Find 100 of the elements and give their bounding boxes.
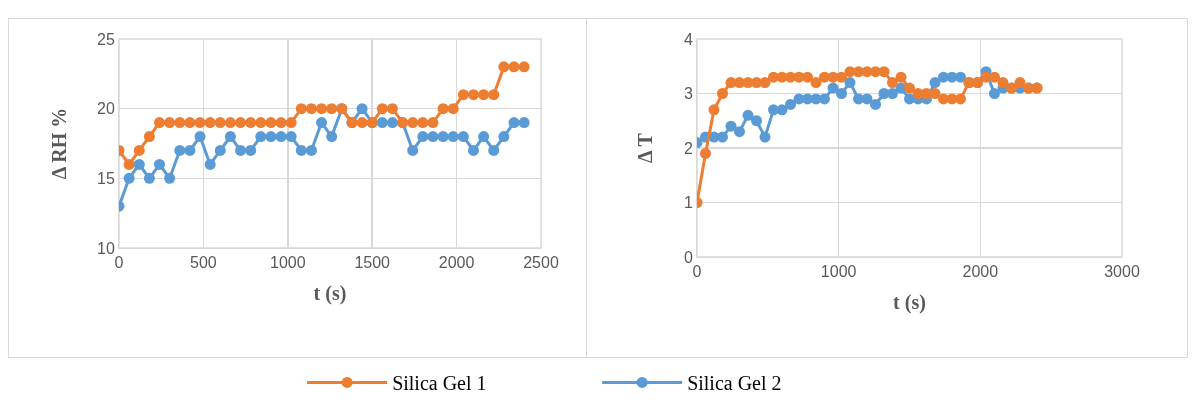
point xyxy=(447,103,459,115)
y-axis-title: Δ T xyxy=(634,132,657,163)
point xyxy=(204,117,216,129)
point xyxy=(810,77,822,89)
point xyxy=(734,126,745,138)
point xyxy=(457,89,469,101)
point xyxy=(235,117,247,129)
point xyxy=(776,104,788,116)
point xyxy=(265,131,277,143)
point xyxy=(759,77,771,89)
point xyxy=(204,158,216,170)
point xyxy=(467,89,479,101)
y-axis-title: Δ RH % xyxy=(47,107,70,180)
point xyxy=(785,98,796,110)
point xyxy=(194,131,206,143)
point xyxy=(154,158,166,170)
point xyxy=(997,77,1009,89)
point xyxy=(457,131,469,143)
point xyxy=(305,144,317,156)
point xyxy=(895,71,907,83)
legend-label: Silica Gel 1 xyxy=(392,372,487,395)
point xyxy=(417,117,429,129)
point xyxy=(133,158,145,170)
point xyxy=(133,144,145,156)
point xyxy=(844,77,856,89)
x-tick-label: 1000 xyxy=(820,263,857,281)
point xyxy=(316,103,328,115)
point xyxy=(295,103,307,115)
point xyxy=(708,104,720,116)
point xyxy=(194,117,206,129)
point xyxy=(887,77,898,89)
point xyxy=(407,117,419,129)
point xyxy=(1014,77,1026,89)
point xyxy=(143,131,155,143)
point xyxy=(417,131,429,143)
x-tick-label: 2500 xyxy=(523,254,559,272)
y-tick-label: 2 xyxy=(683,139,693,157)
point xyxy=(437,103,449,115)
point xyxy=(386,117,398,129)
point xyxy=(386,103,398,115)
legend-label: Silica Gel 2 xyxy=(687,372,782,395)
x-axis-title: t (s) xyxy=(893,290,926,314)
y-tick-label: 10 xyxy=(97,239,115,257)
y-tick-label: 25 xyxy=(97,30,115,48)
point xyxy=(717,131,728,143)
x-tick-label: 2000 xyxy=(438,254,475,272)
point xyxy=(427,117,439,129)
point xyxy=(989,88,1000,99)
x-tick-label: 1500 xyxy=(354,254,391,272)
point xyxy=(518,61,530,73)
point xyxy=(488,144,500,156)
point xyxy=(275,117,287,129)
point xyxy=(224,131,236,143)
point xyxy=(508,61,520,73)
x-tick-label: 1000 xyxy=(270,254,306,272)
point xyxy=(123,172,135,184)
point xyxy=(245,117,257,129)
point xyxy=(164,172,176,184)
point xyxy=(164,117,176,129)
point xyxy=(255,131,267,143)
point xyxy=(275,131,287,143)
point xyxy=(255,117,267,129)
point xyxy=(478,131,490,143)
point xyxy=(819,93,830,105)
point xyxy=(376,117,388,129)
y-tick-label: 3 xyxy=(683,85,693,103)
point xyxy=(427,131,439,143)
point xyxy=(184,144,196,156)
point xyxy=(725,120,737,132)
point xyxy=(447,131,459,143)
point xyxy=(955,71,966,83)
x-axis-title: t (s) xyxy=(313,281,347,305)
point xyxy=(285,131,297,143)
point xyxy=(518,117,530,129)
point xyxy=(437,131,449,143)
point xyxy=(717,88,728,99)
point xyxy=(827,82,839,94)
point xyxy=(759,131,771,143)
point xyxy=(184,117,196,129)
point xyxy=(123,158,135,170)
point xyxy=(700,147,711,159)
point xyxy=(316,117,328,129)
x-tick-label: 500 xyxy=(190,254,217,272)
point xyxy=(989,71,1000,83)
point xyxy=(478,89,490,101)
y-tick-label: 1 xyxy=(683,194,693,212)
point xyxy=(143,172,155,184)
point xyxy=(742,109,754,121)
y-tick-label: 15 xyxy=(97,169,115,187)
point xyxy=(235,144,247,156)
point xyxy=(955,93,966,105)
point xyxy=(488,89,500,101)
point xyxy=(326,103,338,115)
point xyxy=(154,117,166,129)
point xyxy=(878,66,890,78)
point xyxy=(870,98,881,110)
point xyxy=(929,77,941,89)
point xyxy=(904,82,915,94)
point xyxy=(214,117,226,129)
point xyxy=(285,117,297,129)
